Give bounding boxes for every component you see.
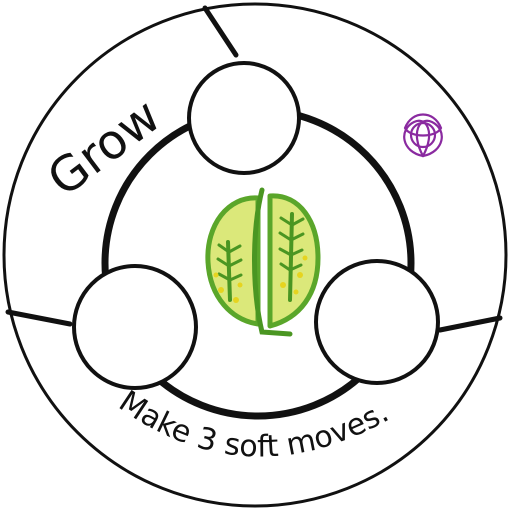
leaf-seed-icon bbox=[205, 187, 321, 337]
slot-left[interactable] bbox=[72, 264, 198, 390]
triquetra-icon bbox=[403, 113, 443, 158]
divider-left bbox=[5, 309, 73, 327]
slot-right[interactable] bbox=[314, 259, 440, 385]
slot-top[interactable] bbox=[187, 61, 301, 175]
divider-right bbox=[437, 315, 503, 333]
divider-top bbox=[202, 5, 239, 58]
